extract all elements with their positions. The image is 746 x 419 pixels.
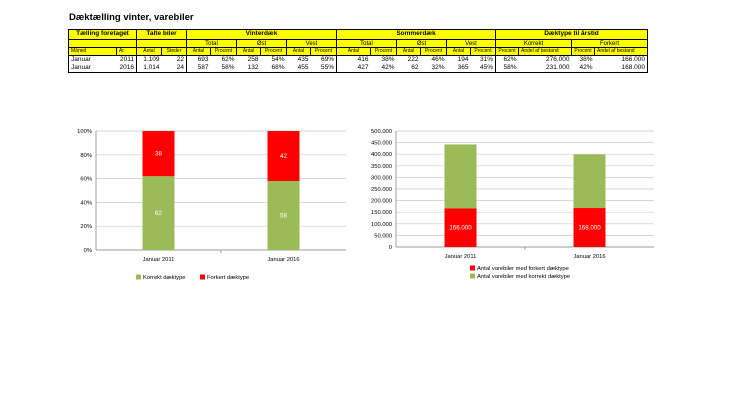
table-cell: 231.000 xyxy=(518,64,572,73)
bar-segment xyxy=(573,154,606,209)
table-cell: 62 xyxy=(396,64,421,73)
table-cell: 194 xyxy=(457,55,469,63)
table-cell: 58% xyxy=(210,64,237,73)
table-cell: 68% xyxy=(260,64,287,73)
bar-segment xyxy=(142,131,175,177)
table-cell: 38% xyxy=(381,55,395,63)
y-tick-label: 0 xyxy=(389,245,392,251)
table-cell: 54% xyxy=(271,55,285,63)
table-cell: 62% xyxy=(495,55,519,64)
legend-swatch xyxy=(136,274,141,280)
legend-label: Antal varebiler med korrekt dæktype xyxy=(477,274,570,280)
table-cell: 168.000 xyxy=(594,64,648,73)
legend-swatch xyxy=(470,273,475,279)
y-tick-label: 150.000 xyxy=(371,210,392,216)
y-tick-label: 350.000 xyxy=(371,164,392,170)
y-tick-label: 80% xyxy=(80,153,92,159)
table-cell: 42% xyxy=(370,64,397,73)
table-cell: 1.014 xyxy=(136,64,162,73)
table-cell: 22 xyxy=(176,55,184,63)
table-cell: 2016 xyxy=(116,64,137,73)
table-cell: 166.000 xyxy=(594,55,648,64)
legend-label: Antal varebiler med forkert dæktype xyxy=(477,266,569,272)
table-cell: 258 xyxy=(247,55,259,63)
page-title: Dæktælling vinter, varebiler xyxy=(69,12,194,23)
y-tick-label: 250.000 xyxy=(371,187,392,193)
y-tick-label: 400.000 xyxy=(371,152,392,158)
table-cell: 222 xyxy=(407,55,419,63)
y-tick-label: 450.000 xyxy=(371,141,392,147)
table-cell: 2011 xyxy=(120,55,134,63)
legend-swatch xyxy=(200,274,205,280)
x-tick-label: Januar 2016 xyxy=(267,257,299,263)
table-cell: 42% xyxy=(571,64,595,73)
bar-segment xyxy=(573,208,606,247)
x-tick-label: Januar 2016 xyxy=(573,254,605,260)
data-label: 38 xyxy=(155,151,162,158)
y-tick-label: 300.000 xyxy=(371,175,392,181)
y-tick-label: 200.000 xyxy=(371,199,392,205)
table-cell: 31% xyxy=(479,55,493,63)
table-cell: 276.000 xyxy=(546,55,570,63)
table-cell: 45% xyxy=(470,64,496,73)
table-cell: 58% xyxy=(495,64,519,73)
legend-label: Forkert dæktype xyxy=(207,275,249,281)
y-tick-label: 500.000 xyxy=(371,129,392,135)
legend-swatch xyxy=(470,265,475,271)
table-cell: 693 xyxy=(186,55,211,64)
table-cell: 365 xyxy=(446,64,471,73)
table-cell: 416 xyxy=(336,55,371,64)
y-tick-label: 60% xyxy=(80,177,92,183)
table-cell: 1.109 xyxy=(136,55,162,64)
sub-header-wrong: Forkert xyxy=(571,39,648,48)
table-cell: 24 xyxy=(161,64,187,73)
data-label: 58 xyxy=(280,212,287,219)
tire-count-table: Tælling foretaget Talte biler Vinterdæk … xyxy=(68,29,648,73)
y-tick-label: 0% xyxy=(84,248,92,254)
table-cell: 132 xyxy=(236,64,261,73)
bar-segment xyxy=(444,144,477,209)
column-header: Andel af bestand xyxy=(594,47,648,56)
bar-segment xyxy=(267,131,300,181)
data-label: 168.000 xyxy=(578,225,601,232)
bar-segment xyxy=(444,208,477,247)
table-cell: 32% xyxy=(420,64,447,73)
y-tick-label: 40% xyxy=(80,200,92,206)
table-cell: 435 xyxy=(297,55,309,63)
y-tick-label: 50.000 xyxy=(374,233,392,239)
x-tick-label: Januar 2011 xyxy=(445,254,477,260)
table-cell: 55% xyxy=(310,64,337,73)
table-cell: 38% xyxy=(579,55,593,63)
table-cell: 587 xyxy=(186,64,211,73)
data-label: 42 xyxy=(280,153,287,160)
table-cell: 455 xyxy=(286,64,311,73)
header-tire-type-season: Dæktype til årstid xyxy=(495,29,648,40)
y-tick-label: 100.000 xyxy=(371,222,392,228)
bar-segment xyxy=(267,180,300,250)
table-cell: 69% xyxy=(320,55,334,63)
table-cell: Januar xyxy=(68,55,117,64)
x-tick-label: Januar 2011 xyxy=(143,257,175,263)
y-tick-label: 20% xyxy=(80,224,92,230)
y-tick-label: 100% xyxy=(77,129,92,135)
bar-segment xyxy=(142,176,175,250)
data-label: 62 xyxy=(155,210,162,217)
table-cell: 46% xyxy=(431,55,445,63)
count-stacked-bar-chart: 0 50.000 100.000 150.000 200.000 250.000 300.0… xyxy=(371,129,654,280)
table-cell: Januar xyxy=(68,64,117,73)
percent-stacked-bar-chart: 0% 20% 40% 60% 80% 100% Januar 2011 62 38 Januar … xyxy=(77,129,346,281)
legend-label: Korrekt dæktype xyxy=(143,275,186,281)
data-label: 166.000 xyxy=(449,225,472,232)
table-cell: 427 xyxy=(336,64,371,73)
table-cell: 62% xyxy=(221,55,235,63)
